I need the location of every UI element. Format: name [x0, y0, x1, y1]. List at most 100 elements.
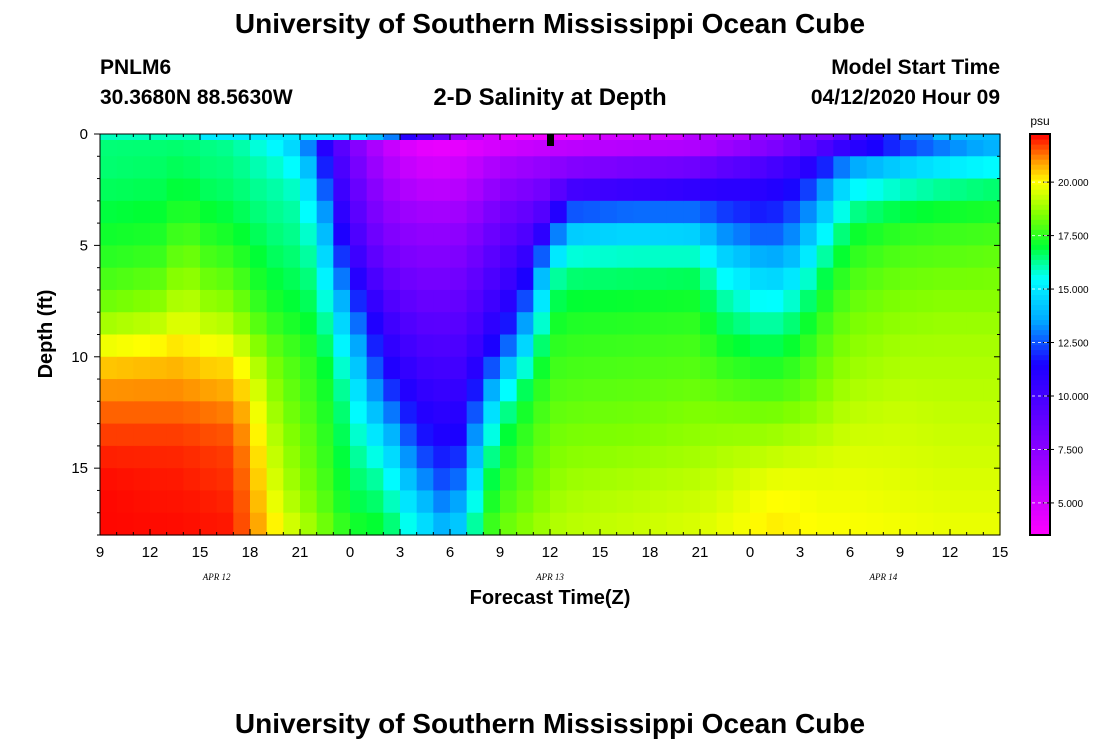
heatmap-cell	[833, 245, 851, 269]
heatmap-cell	[300, 512, 318, 536]
heatmap-cell	[916, 379, 934, 402]
heatmap-cell	[400, 334, 418, 358]
heatmap-cell	[783, 512, 801, 536]
heatmap-cell	[316, 312, 334, 336]
heatmap-cell	[483, 156, 501, 180]
heatmap-cell	[150, 445, 168, 469]
heatmap-cell	[966, 356, 984, 380]
heatmap-cell	[666, 512, 684, 536]
surface-cell	[166, 134, 184, 140]
x-tick-label: 15	[592, 544, 609, 561]
heatmap-cell	[583, 512, 601, 536]
colorbar-segment	[1030, 299, 1050, 306]
heatmap-cell	[333, 156, 351, 180]
heatmap-cell	[283, 289, 301, 313]
heatmap-cell	[883, 468, 901, 492]
heatmap-cell	[550, 490, 568, 514]
heatmap-cell	[733, 423, 751, 447]
heatmap-cell	[850, 178, 868, 202]
heatmap-cell	[983, 512, 1001, 536]
heatmap-cell	[750, 445, 768, 469]
heatmap-cell	[950, 312, 968, 336]
heatmap-cell	[333, 356, 351, 380]
heatmap-cell	[383, 445, 401, 469]
heatmap-cell	[250, 312, 268, 336]
colorbar-segment	[1030, 329, 1050, 336]
heatmap-cell	[216, 379, 234, 402]
heatmap-cell	[983, 379, 1001, 402]
heatmap-cell	[866, 267, 884, 291]
station-coordinates: 30.3680N 88.5630W	[100, 86, 293, 109]
colorbar-segment	[1030, 194, 1050, 200]
heatmap-cell	[383, 178, 401, 202]
heatmap-cell	[483, 267, 501, 291]
colorbar-segment	[1030, 239, 1050, 245]
heatmap-cell	[433, 445, 451, 469]
heatmap-cell	[733, 289, 751, 313]
heatmap-cell	[616, 468, 634, 492]
heatmap-cell	[133, 356, 151, 380]
heatmap-cell	[466, 223, 484, 246]
heatmap-cell	[700, 178, 718, 202]
heatmap-cell	[133, 445, 151, 469]
heatmap-cell	[200, 245, 218, 269]
heatmap-cell	[683, 289, 701, 313]
heatmap-cell	[833, 156, 851, 180]
heatmap-cell	[800, 512, 818, 536]
heatmap-cell	[600, 379, 618, 402]
heatmap-cell	[883, 156, 901, 180]
heatmap-cell	[950, 356, 968, 380]
heatmap-cell	[916, 490, 934, 514]
heatmap-cell	[933, 312, 951, 336]
heatmap-cell	[466, 267, 484, 291]
surface-cell	[750, 134, 768, 140]
heatmap-cell	[683, 490, 701, 514]
heatmap-cell	[633, 312, 651, 336]
heatmap-cell	[316, 401, 334, 425]
heatmap-cell	[833, 178, 851, 202]
heatmap-cell	[683, 223, 701, 246]
colorbar-segment	[1030, 174, 1050, 180]
heatmap-cell	[816, 312, 834, 336]
surface-cell	[233, 134, 251, 140]
heatmap-cell	[716, 423, 734, 447]
heatmap-cell	[650, 401, 668, 425]
heatmap-cell	[583, 334, 601, 358]
heatmap-cell	[733, 512, 751, 536]
heatmap-cell	[333, 468, 351, 492]
heatmap-cell	[650, 200, 668, 224]
heatmap-cell	[700, 512, 718, 536]
heatmap-cell	[383, 267, 401, 291]
heatmap-cell	[816, 379, 834, 402]
heatmap-cell	[633, 289, 651, 313]
heatmap-cell	[450, 178, 468, 202]
heatmap-cell	[266, 512, 284, 536]
heatmap-cell	[450, 334, 468, 358]
x-tick-label: 12	[142, 544, 159, 561]
heatmap-cell	[950, 490, 968, 514]
heatmap-cell	[300, 401, 318, 425]
heatmap-cell	[650, 156, 668, 180]
heatmap-cell	[183, 312, 201, 336]
heatmap-cell	[200, 512, 218, 536]
heatmap-cell	[133, 289, 151, 313]
heatmap-cell	[733, 200, 751, 224]
heatmap-cell	[266, 445, 284, 469]
heatmap-cell	[716, 289, 734, 313]
heatmap-cell	[883, 512, 901, 536]
heatmap-cell	[516, 200, 534, 224]
heatmap-cell	[600, 245, 618, 269]
heatmap-cell	[266, 289, 284, 313]
heatmap-cell	[966, 468, 984, 492]
heatmap-cell	[316, 223, 334, 246]
heatmap-cell	[500, 401, 518, 425]
heatmap-cell	[816, 178, 834, 202]
heatmap-cell	[166, 468, 184, 492]
heatmap-cell	[100, 423, 118, 447]
heatmap-cell	[733, 401, 751, 425]
heatmap-cell	[400, 223, 418, 246]
heatmap-cell	[200, 445, 218, 469]
heatmap-cell	[200, 156, 218, 180]
heatmap-cell	[166, 245, 184, 269]
heatmap-cell	[566, 490, 584, 514]
